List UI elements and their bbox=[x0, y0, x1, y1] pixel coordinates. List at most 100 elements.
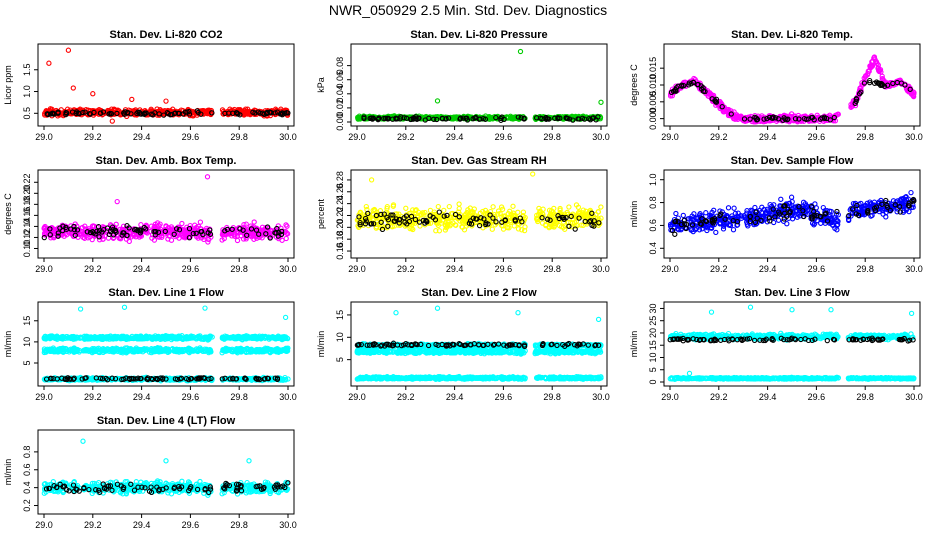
y-tick-label: 0.6 bbox=[648, 219, 658, 232]
y-tick-label: 0.28 bbox=[335, 171, 345, 189]
plot-frame bbox=[37, 43, 295, 127]
series-band-high bbox=[41, 304, 291, 343]
chart-panel: Stan. Dev. Amb. Box Temp.degrees C0.100.… bbox=[3, 155, 297, 274]
data-point bbox=[598, 204, 604, 210]
data-point bbox=[209, 110, 215, 116]
x-tick-label: 29.2 bbox=[84, 264, 102, 274]
data-point bbox=[136, 109, 143, 116]
x-tick-label: 29.2 bbox=[397, 132, 415, 142]
data-point bbox=[511, 223, 517, 229]
x-tick-label: 29.4 bbox=[133, 392, 151, 402]
data-point bbox=[82, 109, 88, 115]
data-point bbox=[510, 203, 516, 209]
x-tick-label: 29.6 bbox=[182, 392, 200, 402]
x-tick-label: 30.0 bbox=[592, 264, 610, 274]
figure-title: NWR_050929 2.5 Min. Std. Dev. Diagnostic… bbox=[328, 2, 608, 18]
y-tick-label: 1.5 bbox=[22, 64, 32, 77]
data-point bbox=[186, 108, 192, 115]
outlier-point bbox=[163, 98, 169, 104]
x-tick-label: 29.4 bbox=[446, 132, 464, 142]
data-point bbox=[86, 111, 93, 117]
x-tick-label: 29.0 bbox=[661, 132, 679, 142]
chart-panel: Stan. Dev. Li-820 Temp.degrees C0.0000.0… bbox=[629, 29, 923, 142]
data-point bbox=[179, 220, 185, 227]
y-tick-label: 10 bbox=[22, 337, 32, 347]
outlier-point bbox=[530, 171, 536, 177]
y-axis-label: Licor ppm bbox=[3, 65, 13, 105]
y-tick-label: 0.08 bbox=[335, 57, 345, 75]
x-tick-label: 29.8 bbox=[856, 132, 874, 142]
outlier-point bbox=[65, 47, 72, 53]
data-point bbox=[267, 109, 273, 116]
x-tick-label: 29.6 bbox=[808, 132, 826, 142]
outlier-point bbox=[70, 85, 76, 91]
x-tick-label: 30.0 bbox=[279, 132, 297, 142]
data-point bbox=[490, 204, 496, 210]
x-tick-label: 29.2 bbox=[84, 392, 102, 402]
x-tick-label: 29.6 bbox=[182, 132, 200, 142]
y-tick-label: 0.5 bbox=[22, 107, 32, 120]
series-subsample bbox=[44, 108, 291, 118]
data-point bbox=[566, 204, 572, 210]
data-point bbox=[272, 110, 278, 116]
outlier-point bbox=[109, 118, 115, 124]
data-point bbox=[283, 235, 289, 242]
y-axis-label: ml/min bbox=[3, 331, 13, 358]
outlier-point bbox=[204, 174, 211, 180]
data-point bbox=[788, 194, 795, 200]
x-tick-label: 29.4 bbox=[133, 264, 151, 274]
outlier-point bbox=[202, 305, 208, 311]
series-band-mid bbox=[41, 345, 291, 356]
data-point bbox=[150, 112, 156, 118]
series-primary bbox=[355, 48, 604, 123]
outlier-point bbox=[517, 48, 524, 55]
data-point bbox=[775, 217, 782, 223]
x-tick-label: 29.2 bbox=[397, 264, 415, 274]
outlier-point bbox=[434, 98, 441, 104]
outlier-point bbox=[368, 177, 375, 183]
chart-title: Stan. Dev. Li-820 Temp. bbox=[731, 29, 853, 41]
y-axis-label: kPa bbox=[316, 77, 326, 93]
x-tick-label: 29.0 bbox=[348, 264, 366, 274]
y-axis-label: degrees C bbox=[3, 193, 13, 235]
x-tick-label: 29.6 bbox=[495, 132, 513, 142]
y-tick-label: 0.4 bbox=[648, 242, 658, 255]
chart-title: Stan. Dev. Line 1 Flow bbox=[108, 287, 224, 299]
x-tick-label: 29.4 bbox=[133, 132, 151, 142]
data-point bbox=[720, 226, 727, 232]
y-tick-label: 1.0 bbox=[648, 173, 658, 186]
data-point bbox=[198, 111, 204, 117]
data-point bbox=[141, 111, 147, 117]
data-point bbox=[161, 112, 167, 118]
x-tick-label: 29.0 bbox=[35, 392, 53, 402]
x-tick-label: 29.2 bbox=[84, 132, 102, 142]
data-point bbox=[410, 226, 416, 233]
x-tick-label: 29.4 bbox=[759, 132, 777, 142]
x-tick-label: 29.6 bbox=[808, 264, 826, 274]
x-tick-label: 30.0 bbox=[279, 392, 297, 402]
outlier-point bbox=[90, 91, 96, 97]
y-axis-label: degrees C bbox=[629, 64, 639, 106]
outlier-point bbox=[46, 60, 52, 66]
x-tick-label: 29.0 bbox=[348, 132, 366, 142]
x-tick-label: 29.2 bbox=[710, 264, 728, 274]
y-axis-label: percent bbox=[316, 198, 326, 229]
x-tick-label: 29.8 bbox=[230, 264, 248, 274]
data-point bbox=[680, 212, 686, 219]
x-tick-label: 29.4 bbox=[759, 264, 777, 274]
outlier-point bbox=[114, 198, 120, 205]
data-point bbox=[106, 111, 112, 117]
y-tick-label: 0.8 bbox=[648, 196, 658, 209]
chart-panel: Stan. Dev. Gas Stream RHpercent0.160.180… bbox=[316, 155, 610, 274]
data-point bbox=[234, 237, 241, 244]
data-point bbox=[446, 203, 452, 210]
data-point bbox=[730, 227, 737, 233]
data-point bbox=[703, 210, 709, 216]
chart-title: Stan. Dev. Sample Flow bbox=[731, 155, 854, 167]
data-point bbox=[752, 204, 758, 211]
data-point bbox=[673, 210, 679, 217]
data-point bbox=[725, 205, 732, 211]
